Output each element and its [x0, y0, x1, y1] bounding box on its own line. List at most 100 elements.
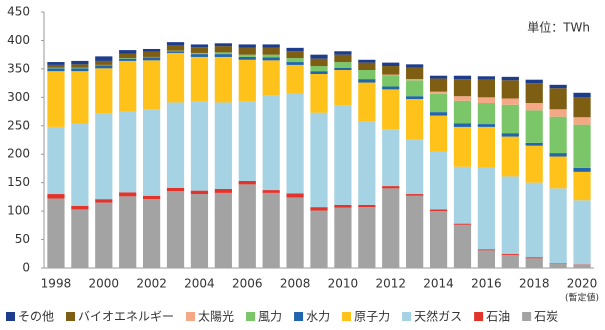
bar-segment — [429, 91, 448, 94]
bar-segment — [382, 62, 400, 67]
bar-segment — [47, 67, 65, 69]
x-tick-label: 2010 — [328, 277, 359, 291]
bar-segment — [477, 76, 495, 80]
bar-segment — [286, 47, 304, 52]
legend-swatch — [66, 312, 76, 321]
bar-segment — [47, 198, 65, 268]
bar-segment — [334, 70, 352, 106]
bar-segment — [549, 188, 567, 264]
x-tick-label: 2014 — [423, 277, 454, 291]
bar-segment — [501, 104, 519, 134]
bar-segment — [310, 210, 328, 268]
bar-segment — [453, 100, 472, 124]
bar-segment — [549, 264, 567, 268]
x-tick-label: 2016 — [471, 277, 502, 291]
bar-segment — [95, 65, 113, 69]
bar-segment — [238, 56, 256, 60]
bar-segment — [71, 123, 89, 206]
legend-swatch — [6, 312, 15, 321]
bar-segment — [382, 129, 400, 187]
bar-segment — [525, 79, 543, 84]
bar-segment — [573, 264, 591, 266]
bar-segment — [214, 56, 232, 103]
x-tick-label: 2018 — [519, 277, 550, 291]
bar-segment — [310, 54, 328, 59]
unit-label: 単位：TWh — [527, 20, 590, 35]
bar-segment — [166, 102, 185, 188]
bar-segment — [382, 66, 400, 75]
bar-segment — [71, 67, 89, 69]
bar-segment — [453, 224, 472, 268]
bar-segment — [286, 193, 304, 198]
bar-segment — [47, 68, 65, 72]
bar-segment — [214, 192, 232, 268]
bar-segment — [238, 180, 256, 185]
bar-segment — [453, 166, 472, 224]
bar-segment — [501, 76, 519, 81]
bar-segment — [262, 190, 280, 193]
bar-segment — [477, 126, 495, 168]
bar-segment — [143, 51, 161, 57]
bar-segment — [406, 99, 424, 140]
bar-segment — [238, 59, 256, 102]
bar-segment — [549, 84, 567, 89]
legend-swatch — [186, 312, 196, 321]
bar-segment — [525, 257, 543, 259]
bar-segment — [214, 52, 232, 55]
bar-segment — [262, 60, 280, 96]
bar-segment — [119, 110, 137, 193]
bar-segment — [429, 211, 448, 268]
bar-segment — [143, 60, 161, 110]
bar-segment — [95, 64, 113, 66]
bar-segment — [47, 126, 65, 195]
bar-segment — [214, 102, 232, 189]
bar-segment — [358, 79, 376, 83]
legend-label: 石炭 — [534, 310, 558, 324]
bar-segment — [310, 112, 328, 208]
bar-segment — [262, 57, 280, 61]
bar-segment — [406, 67, 424, 80]
bar-segment — [358, 82, 376, 122]
bar-segment — [334, 62, 352, 68]
bar-segment — [429, 151, 448, 210]
legend-label: 原子力 — [354, 310, 390, 324]
bar-segment — [310, 66, 328, 72]
legend-swatch — [522, 312, 532, 321]
bar-segment — [238, 44, 256, 48]
bar-segment — [238, 54, 256, 57]
bar-segment — [214, 46, 232, 53]
legend-swatch — [342, 312, 352, 321]
bar-segment — [382, 74, 400, 76]
bar-segment — [190, 54, 209, 57]
x-tick-label: 2008 — [280, 277, 311, 291]
bar-segment — [166, 42, 185, 45]
bar-segment — [358, 207, 376, 268]
bar-segment — [71, 60, 89, 65]
bar-segment — [71, 209, 89, 268]
bar-segment — [95, 56, 113, 61]
bar-segment — [334, 51, 352, 55]
bar-segment — [286, 58, 304, 63]
x-tick-label: 2004 — [184, 277, 215, 291]
bar-segment — [143, 48, 161, 52]
bar-segment — [573, 200, 591, 265]
bar-segment — [119, 60, 137, 111]
y-tick-label: 150 — [7, 175, 30, 189]
bar-segment — [406, 96, 424, 100]
bar-segment — [95, 68, 113, 114]
x-tick-label: 2012 — [375, 277, 406, 291]
bar-segment — [334, 105, 352, 205]
bar-segment — [501, 176, 519, 254]
bar-segment — [525, 83, 543, 104]
bar-segment — [119, 192, 137, 197]
x-tick-label: 2020 — [567, 277, 598, 291]
bar-segment — [286, 197, 304, 268]
bar-segment — [549, 156, 567, 189]
bar-segment — [166, 191, 185, 268]
bar-segment — [406, 139, 424, 195]
bar-segment — [190, 101, 209, 191]
bar-segment — [190, 44, 209, 48]
bar-segment — [549, 109, 567, 117]
bar-segment — [310, 207, 328, 211]
x-tick-label: 1998 — [41, 277, 72, 291]
